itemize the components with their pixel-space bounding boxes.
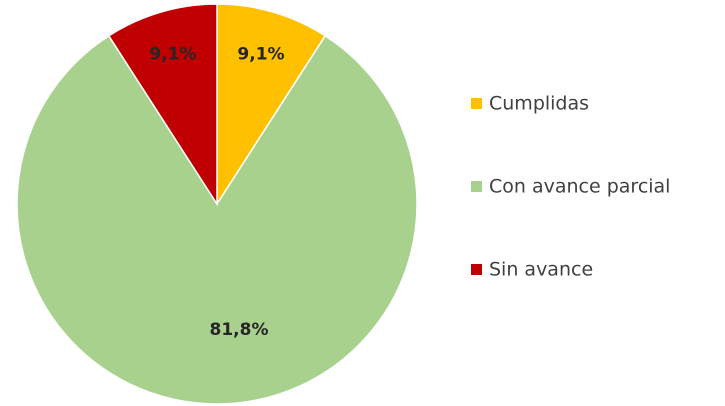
legend-label-con-avance-parcial: Con avance parcial [489,176,670,198]
slice-label-sin-avance: 9,1% [149,44,196,64]
legend-label-sin-avance: Sin avance [489,259,593,281]
legend-swatch-cumplidas [471,98,482,109]
slice-label-con-avance-parcial: 81,8% [210,320,269,340]
legend-swatch-sin-avance [471,264,482,275]
pie-slices [16,3,418,405]
pie-slice-con-avance-parcial [16,34,418,405]
legend: Cumplidas Con avance parcial Sin avance [471,93,670,281]
slice-label-cumplidas: 9,1% [237,44,284,64]
legend-label-cumplidas: Cumplidas [489,93,589,115]
pie-slice-cumplidas [216,3,327,207]
pie-slice-sin-avance [107,3,218,207]
pie-slice-labels: 9,1% 81,8% 9,1% [149,44,284,340]
legend-swatch-con-avance-parcial [471,181,482,192]
